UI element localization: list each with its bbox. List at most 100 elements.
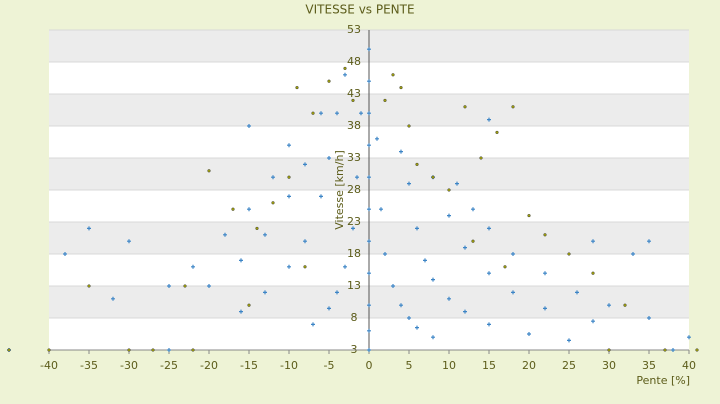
point — [367, 111, 371, 116]
x-tick-label: 40 — [682, 359, 696, 372]
x-tick-label: 20 — [522, 359, 536, 372]
point — [567, 252, 571, 256]
point — [335, 290, 339, 295]
point — [687, 335, 691, 340]
point — [343, 264, 347, 269]
point — [671, 348, 675, 352]
point — [367, 207, 371, 212]
point — [7, 348, 11, 352]
point — [647, 239, 651, 244]
point — [287, 194, 291, 199]
point — [327, 306, 331, 311]
point — [431, 175, 435, 179]
point — [463, 105, 467, 109]
point — [327, 79, 331, 83]
y-tick-label: 33 — [347, 151, 361, 164]
point — [287, 264, 291, 269]
y-tick-label: 48 — [347, 55, 361, 68]
y-axis-title: Vitesse [km/h] — [333, 150, 346, 230]
point — [47, 348, 51, 352]
point — [471, 207, 475, 212]
point — [543, 306, 547, 311]
x-tick-label: 30 — [602, 359, 616, 372]
y-tick-label: 18 — [347, 247, 361, 260]
point — [151, 348, 155, 352]
point — [463, 245, 467, 250]
point — [379, 207, 383, 212]
point — [359, 111, 363, 116]
point — [191, 264, 195, 269]
point — [383, 252, 387, 256]
x-axis-title: Pente [%] — [636, 374, 690, 387]
point — [311, 111, 315, 115]
point — [271, 201, 275, 205]
point — [447, 213, 451, 218]
point — [311, 322, 315, 327]
x-tick-label: -5 — [324, 359, 335, 372]
point — [607, 348, 611, 352]
x-tick-label: -40 — [40, 359, 58, 372]
point — [455, 181, 459, 186]
y-tick-label: 8 — [351, 311, 358, 324]
point — [63, 252, 67, 256]
point — [527, 214, 531, 218]
point — [471, 239, 475, 243]
point — [351, 226, 355, 231]
chart-title: VITESSE vs PENTE — [305, 3, 414, 17]
point — [591, 319, 595, 324]
point — [407, 181, 411, 186]
point — [367, 239, 371, 244]
x-tick-label: 0 — [366, 359, 373, 372]
y-tick-label: 53 — [347, 23, 361, 36]
point — [239, 309, 243, 314]
point — [295, 85, 299, 90]
point — [487, 226, 491, 231]
point — [303, 265, 307, 269]
point — [383, 98, 387, 102]
point — [415, 325, 419, 330]
point — [223, 232, 227, 237]
x-tick-label: -20 — [200, 359, 218, 372]
point — [479, 156, 483, 160]
point — [183, 284, 187, 288]
point — [303, 239, 307, 244]
point — [543, 271, 547, 276]
point — [247, 207, 251, 212]
point — [247, 124, 251, 128]
point — [167, 284, 171, 288]
point — [663, 348, 667, 352]
point — [407, 124, 411, 128]
y-tick-label: 23 — [347, 215, 361, 228]
point — [367, 47, 371, 52]
point — [463, 309, 467, 314]
point — [287, 143, 291, 148]
y-tick-label: 38 — [347, 119, 361, 132]
y-tick-label: 43 — [347, 87, 361, 100]
point — [695, 348, 699, 352]
point — [607, 303, 611, 308]
point — [591, 239, 595, 244]
point — [495, 130, 499, 134]
point — [87, 284, 91, 288]
x-tick-label: -30 — [120, 359, 138, 372]
point — [407, 316, 411, 320]
point — [527, 332, 531, 336]
point — [487, 271, 491, 276]
point — [567, 338, 571, 343]
point — [207, 169, 211, 173]
point — [647, 316, 651, 320]
point — [447, 188, 451, 192]
point — [319, 111, 323, 116]
point — [511, 290, 515, 295]
point — [391, 73, 395, 77]
point — [127, 348, 131, 352]
x-tick-label: -10 — [280, 359, 298, 372]
point — [355, 175, 359, 180]
point — [503, 265, 507, 269]
point — [367, 348, 371, 352]
point — [367, 328, 371, 333]
point — [391, 284, 395, 288]
point — [511, 105, 515, 109]
point — [367, 175, 371, 180]
point — [543, 233, 547, 237]
